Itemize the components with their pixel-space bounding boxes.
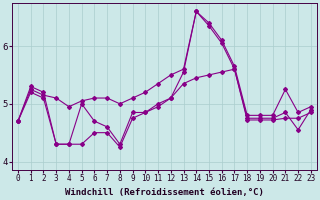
- X-axis label: Windchill (Refroidissement éolien,°C): Windchill (Refroidissement éolien,°C): [65, 188, 264, 197]
